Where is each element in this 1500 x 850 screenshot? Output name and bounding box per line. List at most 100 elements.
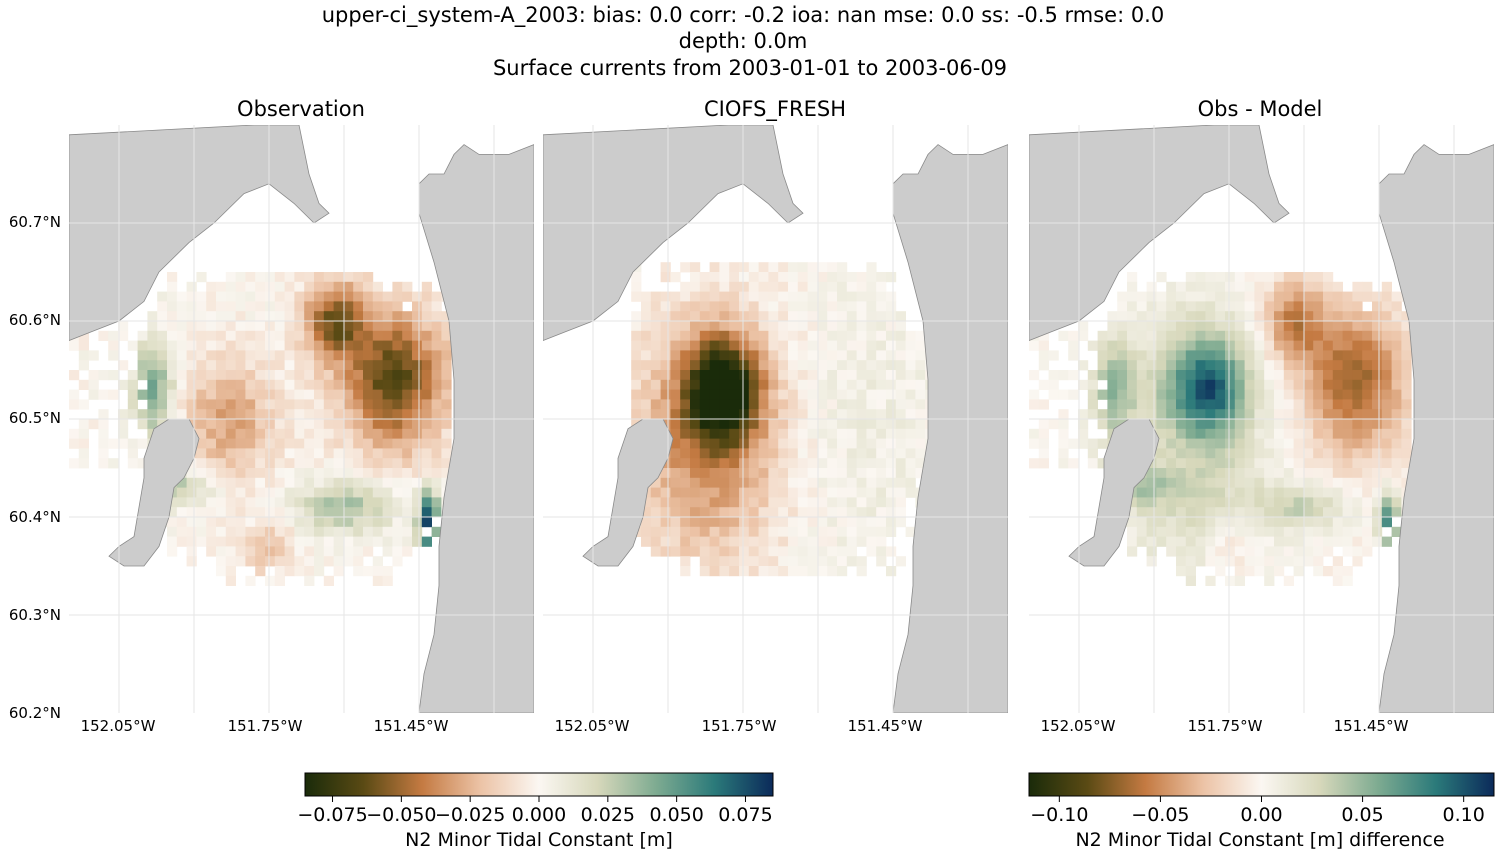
heatmap-cell bbox=[245, 438, 256, 449]
heatmap-cell bbox=[1244, 330, 1255, 341]
heatmap-cell bbox=[284, 291, 295, 302]
heatmap-cell bbox=[412, 428, 423, 439]
heatmap-cell bbox=[807, 340, 818, 351]
heatmap-cell bbox=[748, 321, 759, 332]
heatmap-cell bbox=[421, 301, 432, 312]
heatmap-cell bbox=[206, 409, 217, 420]
heatmap-cell bbox=[323, 526, 334, 537]
heatmap-cell bbox=[372, 428, 383, 439]
heatmap-cell bbox=[304, 281, 315, 292]
heatmap-cell bbox=[1176, 360, 1187, 371]
heatmap-cell bbox=[788, 262, 799, 273]
heatmap-cell bbox=[1185, 448, 1196, 459]
heatmap-cell bbox=[895, 321, 906, 332]
heatmap-cell bbox=[1146, 487, 1157, 498]
heatmap-cell bbox=[206, 497, 217, 508]
heatmap-cell bbox=[1244, 409, 1255, 420]
heatmap-cell bbox=[235, 438, 246, 449]
heatmap-cell bbox=[1127, 399, 1138, 410]
heatmap-cell bbox=[837, 507, 848, 518]
heatmap-cell bbox=[372, 311, 383, 322]
heatmap-cell bbox=[1136, 409, 1147, 420]
heatmap-cell bbox=[1176, 370, 1187, 381]
heatmap-cell bbox=[905, 468, 916, 479]
heatmap-cell bbox=[1264, 330, 1275, 341]
heatmap-cell bbox=[905, 438, 916, 449]
heatmap-cell bbox=[1176, 330, 1187, 341]
heatmap-cell bbox=[846, 291, 857, 302]
heatmap-cell bbox=[690, 321, 701, 332]
heatmap-cell bbox=[1215, 487, 1226, 498]
heatmap-cell bbox=[1205, 458, 1216, 469]
heatmap-cell bbox=[1372, 291, 1383, 302]
heatmap-cell bbox=[392, 536, 403, 547]
heatmap-cell bbox=[1185, 301, 1196, 312]
heatmap-cell bbox=[1303, 526, 1314, 537]
heatmap-cell bbox=[739, 262, 750, 273]
heatmap-cell bbox=[729, 507, 740, 518]
heatmap-cell bbox=[304, 428, 315, 439]
heatmap-cell bbox=[1234, 419, 1245, 430]
heatmap-cell bbox=[1107, 409, 1118, 420]
heatmap-cell bbox=[1244, 428, 1255, 439]
heatmap-cell bbox=[1146, 507, 1157, 518]
heatmap-cell bbox=[333, 546, 344, 557]
heatmap-cell bbox=[137, 458, 148, 469]
heatmap-cell bbox=[876, 301, 887, 312]
heatmap-cell bbox=[1342, 507, 1353, 518]
heatmap-cell bbox=[846, 389, 857, 400]
heatmap-cell bbox=[797, 487, 808, 498]
heatmap-cell bbox=[1303, 409, 1314, 420]
heatmap-cell bbox=[1156, 458, 1167, 469]
heatmap-cell bbox=[421, 448, 432, 459]
heatmap-cell bbox=[343, 468, 354, 479]
heatmap-cell bbox=[895, 487, 906, 498]
heatmap-cell bbox=[137, 340, 148, 351]
heatmap-cell bbox=[1342, 350, 1353, 361]
heatmap-cell bbox=[421, 389, 432, 400]
heatmap-cell bbox=[876, 291, 887, 302]
heatmap-cell bbox=[1342, 536, 1353, 547]
heatmap-cell bbox=[431, 360, 442, 371]
heatmap-cell bbox=[284, 497, 295, 508]
heatmap-cell bbox=[1303, 419, 1314, 430]
heatmap-cell bbox=[1244, 507, 1255, 518]
heatmap-cell bbox=[1372, 487, 1383, 498]
heatmap-cell bbox=[680, 370, 691, 381]
heatmap-cell bbox=[1176, 556, 1187, 567]
heatmap-cell bbox=[186, 536, 197, 547]
heatmap-cell bbox=[323, 458, 334, 469]
heatmap-cell bbox=[1362, 458, 1373, 469]
heatmap-cell bbox=[363, 507, 374, 518]
heatmap-cell bbox=[363, 438, 374, 449]
heatmap-cell bbox=[167, 517, 178, 528]
heatmap-cell bbox=[1195, 438, 1206, 449]
heatmap-cell bbox=[1293, 556, 1304, 567]
heatmap-cell bbox=[837, 370, 848, 381]
heatmap-cell bbox=[304, 526, 315, 537]
heatmap-cell bbox=[1166, 291, 1177, 302]
heatmap-cell bbox=[739, 526, 750, 537]
heatmap-cell bbox=[157, 321, 168, 332]
heatmap-cell bbox=[421, 409, 432, 420]
heatmap-cell bbox=[758, 497, 769, 508]
heatmap-cell bbox=[235, 311, 246, 322]
heatmap-cell bbox=[284, 546, 295, 557]
heatmap-cell bbox=[1274, 487, 1285, 498]
heatmap-cell bbox=[739, 340, 750, 351]
heatmap-cell bbox=[284, 419, 295, 430]
heatmap-cell bbox=[895, 419, 906, 430]
heatmap-cell bbox=[1058, 448, 1069, 459]
heatmap-cell bbox=[1195, 517, 1206, 528]
heatmap-cell bbox=[314, 468, 325, 479]
heatmap-cell bbox=[1401, 379, 1412, 390]
heatmap-cell bbox=[905, 477, 916, 488]
heatmap-cell bbox=[1362, 448, 1373, 459]
heatmap-cell bbox=[176, 379, 187, 390]
heatmap-cell bbox=[709, 497, 720, 508]
heatmap-cell bbox=[856, 497, 867, 508]
heatmap-cell bbox=[1313, 546, 1324, 557]
heatmap-cell bbox=[304, 566, 315, 577]
heatmap-cell bbox=[650, 477, 661, 488]
heatmap-cell bbox=[137, 438, 148, 449]
